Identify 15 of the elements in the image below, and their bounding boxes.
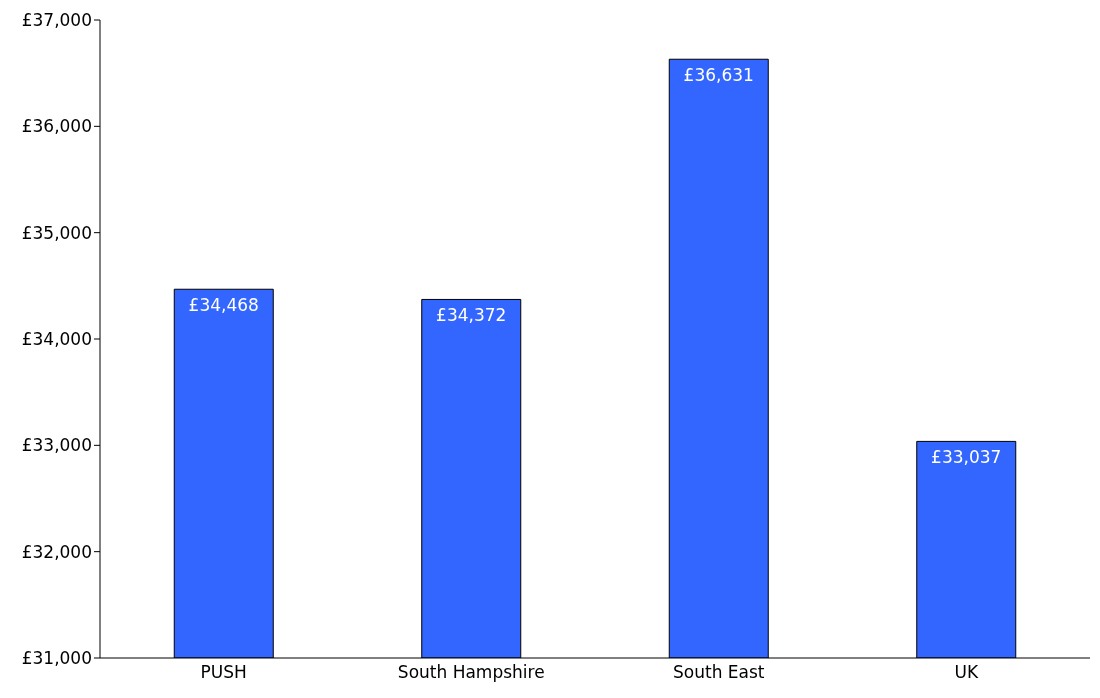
y-tick-label: £36,000 <box>21 116 92 137</box>
x-tick-label: UK <box>954 662 979 683</box>
y-tick-label: £31,000 <box>21 648 92 669</box>
y-tick-label: £33,000 <box>21 435 92 456</box>
data-label: £33,037 <box>931 447 1002 468</box>
data-label: £34,468 <box>188 295 259 316</box>
x-tick-label: South East <box>673 662 765 683</box>
y-tick-label: £37,000 <box>21 10 92 31</box>
y-tick-label: £32,000 <box>21 541 92 562</box>
data-label: £34,372 <box>436 305 507 326</box>
x-tick-label: South Hampshire <box>397 662 545 683</box>
y-tick-label: £35,000 <box>21 222 92 243</box>
data-label: £36,631 <box>683 65 754 86</box>
y-tick-label: £34,000 <box>21 329 92 350</box>
x-tick-label: PUSH <box>200 662 247 683</box>
